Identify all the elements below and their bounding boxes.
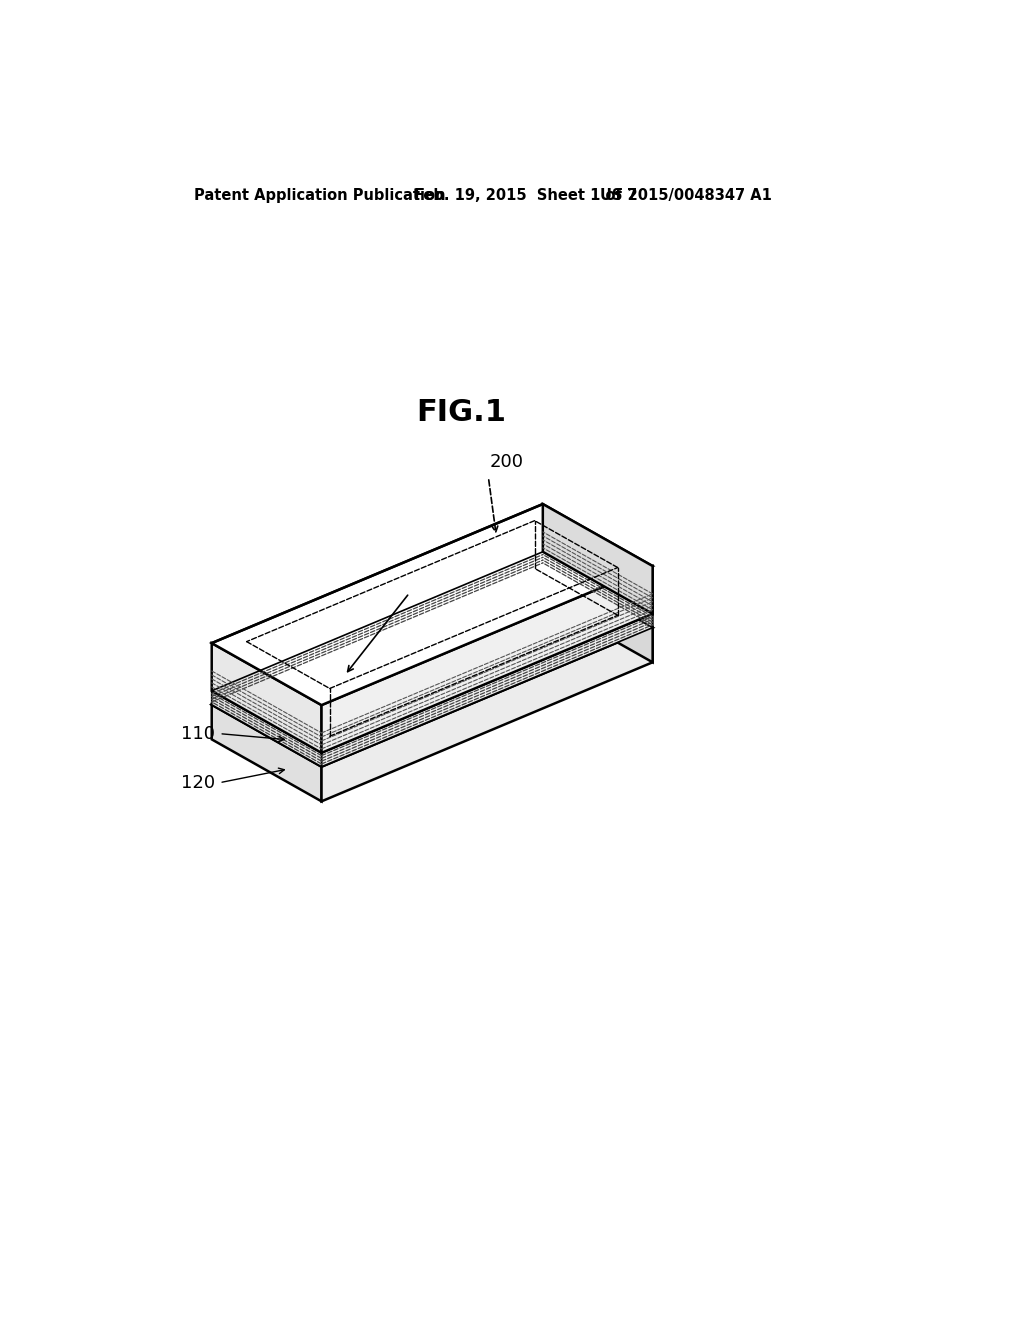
Text: 100: 100 [403, 569, 437, 587]
Polygon shape [212, 504, 652, 705]
Text: Patent Application Publication: Patent Application Publication [194, 187, 445, 203]
Polygon shape [212, 566, 652, 767]
Polygon shape [212, 643, 322, 752]
Text: FIG.1: FIG.1 [417, 399, 507, 426]
Polygon shape [322, 614, 652, 767]
Polygon shape [212, 690, 322, 767]
Text: US 2015/0048347 A1: US 2015/0048347 A1 [600, 187, 772, 203]
Polygon shape [543, 552, 652, 627]
Polygon shape [212, 705, 322, 801]
Polygon shape [543, 504, 652, 614]
Text: 120: 120 [181, 774, 215, 792]
Polygon shape [543, 566, 652, 663]
Text: 200: 200 [489, 453, 524, 471]
Polygon shape [322, 627, 652, 801]
Polygon shape [212, 552, 652, 752]
Text: 110: 110 [181, 725, 215, 743]
Polygon shape [322, 566, 652, 752]
Text: Feb. 19, 2015  Sheet 1 of 7: Feb. 19, 2015 Sheet 1 of 7 [414, 187, 637, 203]
